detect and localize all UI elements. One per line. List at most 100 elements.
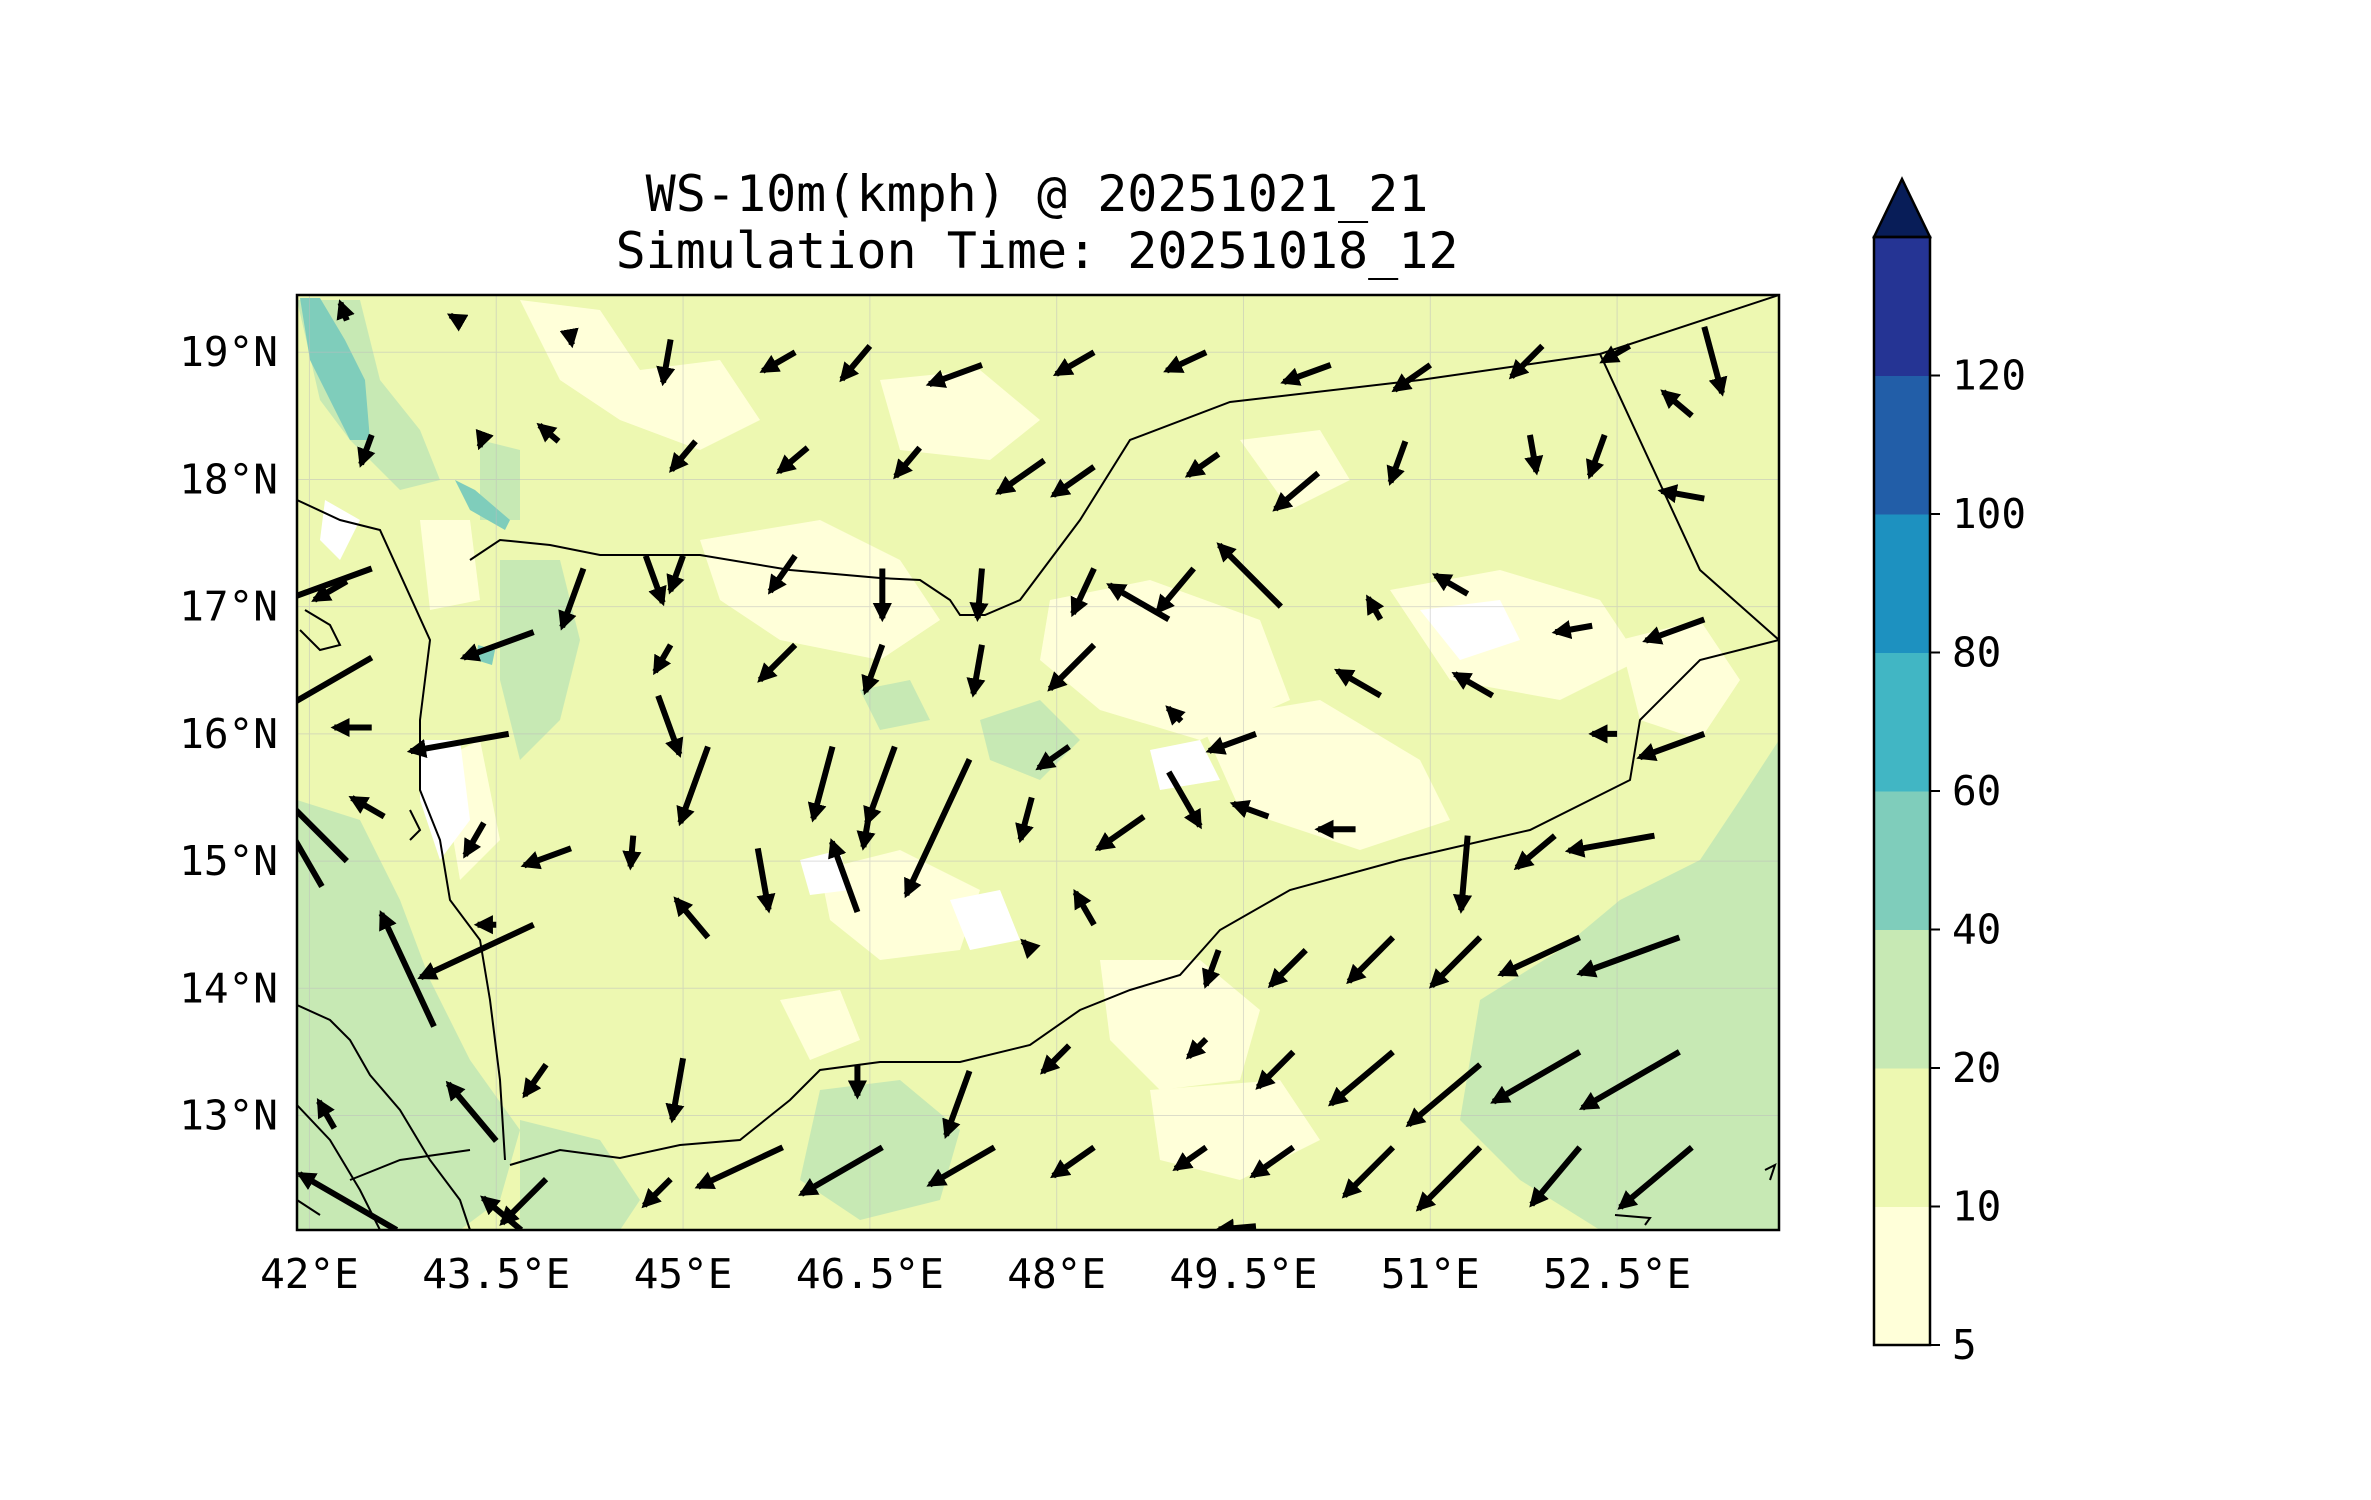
wind-vector xyxy=(1428,935,1483,989)
wind-vector xyxy=(1490,1049,1582,1105)
wind-vector xyxy=(445,1080,499,1143)
wind-vector xyxy=(839,343,873,383)
wind-vector xyxy=(1564,832,1655,858)
wind-vector xyxy=(828,838,861,913)
wind-vector xyxy=(1415,1145,1483,1212)
lon-tick-label: 42°E xyxy=(260,1250,359,1298)
colorbar-tick-label: 80 xyxy=(1952,629,2001,677)
colorbar-tick-label: 10 xyxy=(1952,1183,2001,1231)
wind-vector xyxy=(1050,464,1096,498)
wind-vector xyxy=(1451,671,1495,699)
wind-vector xyxy=(1052,349,1096,377)
light-wind-regions xyxy=(420,300,1740,1180)
wind-vector xyxy=(1015,796,1035,844)
wind-vector xyxy=(655,694,684,758)
wind-vector xyxy=(475,428,494,451)
wind-vector xyxy=(666,554,686,595)
wind-vector xyxy=(642,554,667,607)
colorbar-tick-label: 40 xyxy=(1952,906,2001,954)
title-line-1: WS-10m(kmph) @ 20251021_21 xyxy=(646,165,1429,223)
colorbar-segment xyxy=(1874,375,1930,515)
lon-tick-label: 45°E xyxy=(634,1250,733,1298)
wind-vector xyxy=(767,554,798,595)
wind-vector xyxy=(357,433,376,468)
wind-vector xyxy=(1249,1144,1296,1179)
wind-vector xyxy=(1524,434,1544,476)
wind-vector xyxy=(863,745,898,827)
wind-vector xyxy=(462,821,487,859)
wind-vector xyxy=(1660,389,1694,419)
wind-vector xyxy=(1617,1145,1694,1210)
wind-vector xyxy=(1184,451,1221,478)
wind-vector xyxy=(1205,731,1257,755)
wind-vector xyxy=(1431,572,1470,597)
wind-vector xyxy=(297,654,374,705)
wind-vector xyxy=(1578,1049,1681,1111)
wind-vector xyxy=(1365,594,1385,621)
wind-vector xyxy=(520,845,573,870)
lat-tick-label: 15°N xyxy=(179,837,278,885)
wind-vector xyxy=(926,1144,996,1188)
wind-vectors xyxy=(297,299,1728,1230)
wind-vector xyxy=(1636,731,1706,762)
latitude-tick-labels: 19°N 18°N 17°N 16°N 15°N 14°N 13°N xyxy=(179,328,278,1139)
wind-vector xyxy=(536,422,561,444)
wind-vector xyxy=(1166,770,1203,830)
wind-vector xyxy=(903,758,973,899)
wind-vector xyxy=(1346,935,1396,985)
wind-vector xyxy=(559,327,579,349)
lat-tick-label: 16°N xyxy=(179,710,278,758)
wind-vector xyxy=(1599,343,1632,365)
colorbar-tick-label: 20 xyxy=(1952,1044,2001,1092)
wind-vector xyxy=(1341,1145,1396,1199)
wind-vector xyxy=(1229,800,1270,820)
wind-vector xyxy=(499,1176,549,1226)
lat-tick-label: 17°N xyxy=(179,583,278,631)
wind-vector xyxy=(1020,938,1041,959)
wind-vector xyxy=(1050,1144,1096,1179)
lat-tick-label: 13°N xyxy=(179,1092,278,1140)
wind-vector xyxy=(316,1097,337,1130)
wind-vector xyxy=(1576,934,1681,978)
wind-vector xyxy=(1155,566,1196,615)
wind-vector xyxy=(1497,934,1582,977)
wind-vector xyxy=(1657,484,1705,504)
wind-vector xyxy=(1391,362,1433,393)
wind-vector xyxy=(1334,668,1382,699)
colorbar: 5 10 20 40 60 80 100 120 xyxy=(1872,176,2026,1369)
wind-vector xyxy=(1272,470,1321,512)
colorbar-tick-label: 60 xyxy=(1952,767,2001,815)
wind-vector xyxy=(1163,349,1208,374)
lon-tick-label: 51°E xyxy=(1381,1250,1480,1298)
wind-vector xyxy=(673,896,711,940)
wind-vector xyxy=(1202,949,1222,989)
wind-vector xyxy=(1267,948,1308,989)
wind-vector xyxy=(558,567,587,631)
wind-vector xyxy=(969,568,989,622)
wind-vector xyxy=(1529,1145,1583,1208)
wind-vector xyxy=(676,745,711,827)
colorbar-segment xyxy=(1874,514,1930,653)
wind-vector xyxy=(459,629,535,662)
wind-vector xyxy=(1216,542,1283,609)
lon-tick-label: 48°E xyxy=(1007,1250,1106,1298)
wind-vector xyxy=(893,445,922,480)
wind-vector xyxy=(1642,616,1706,645)
wind-vector xyxy=(861,643,886,696)
lon-tick-label: 49.5°E xyxy=(1169,1250,1317,1298)
wind-vector xyxy=(1513,833,1557,871)
lon-tick-label: 46.5°E xyxy=(796,1250,944,1298)
wind-vector xyxy=(1327,1049,1395,1107)
colorbar-segment xyxy=(1874,929,1930,1069)
colorbar-segment xyxy=(1874,791,1930,930)
wind-vector xyxy=(446,312,469,332)
lat-tick-label: 18°N xyxy=(179,455,278,503)
lat-tick-label: 19°N xyxy=(179,328,278,376)
wind-vector xyxy=(297,807,349,864)
wind-vector xyxy=(807,745,836,823)
wind-vector xyxy=(1172,1144,1208,1172)
wind-vector xyxy=(759,349,797,374)
wind-vector xyxy=(1701,326,1728,397)
coastlines-and-borders xyxy=(297,295,1779,1230)
wind-vector xyxy=(856,809,876,851)
